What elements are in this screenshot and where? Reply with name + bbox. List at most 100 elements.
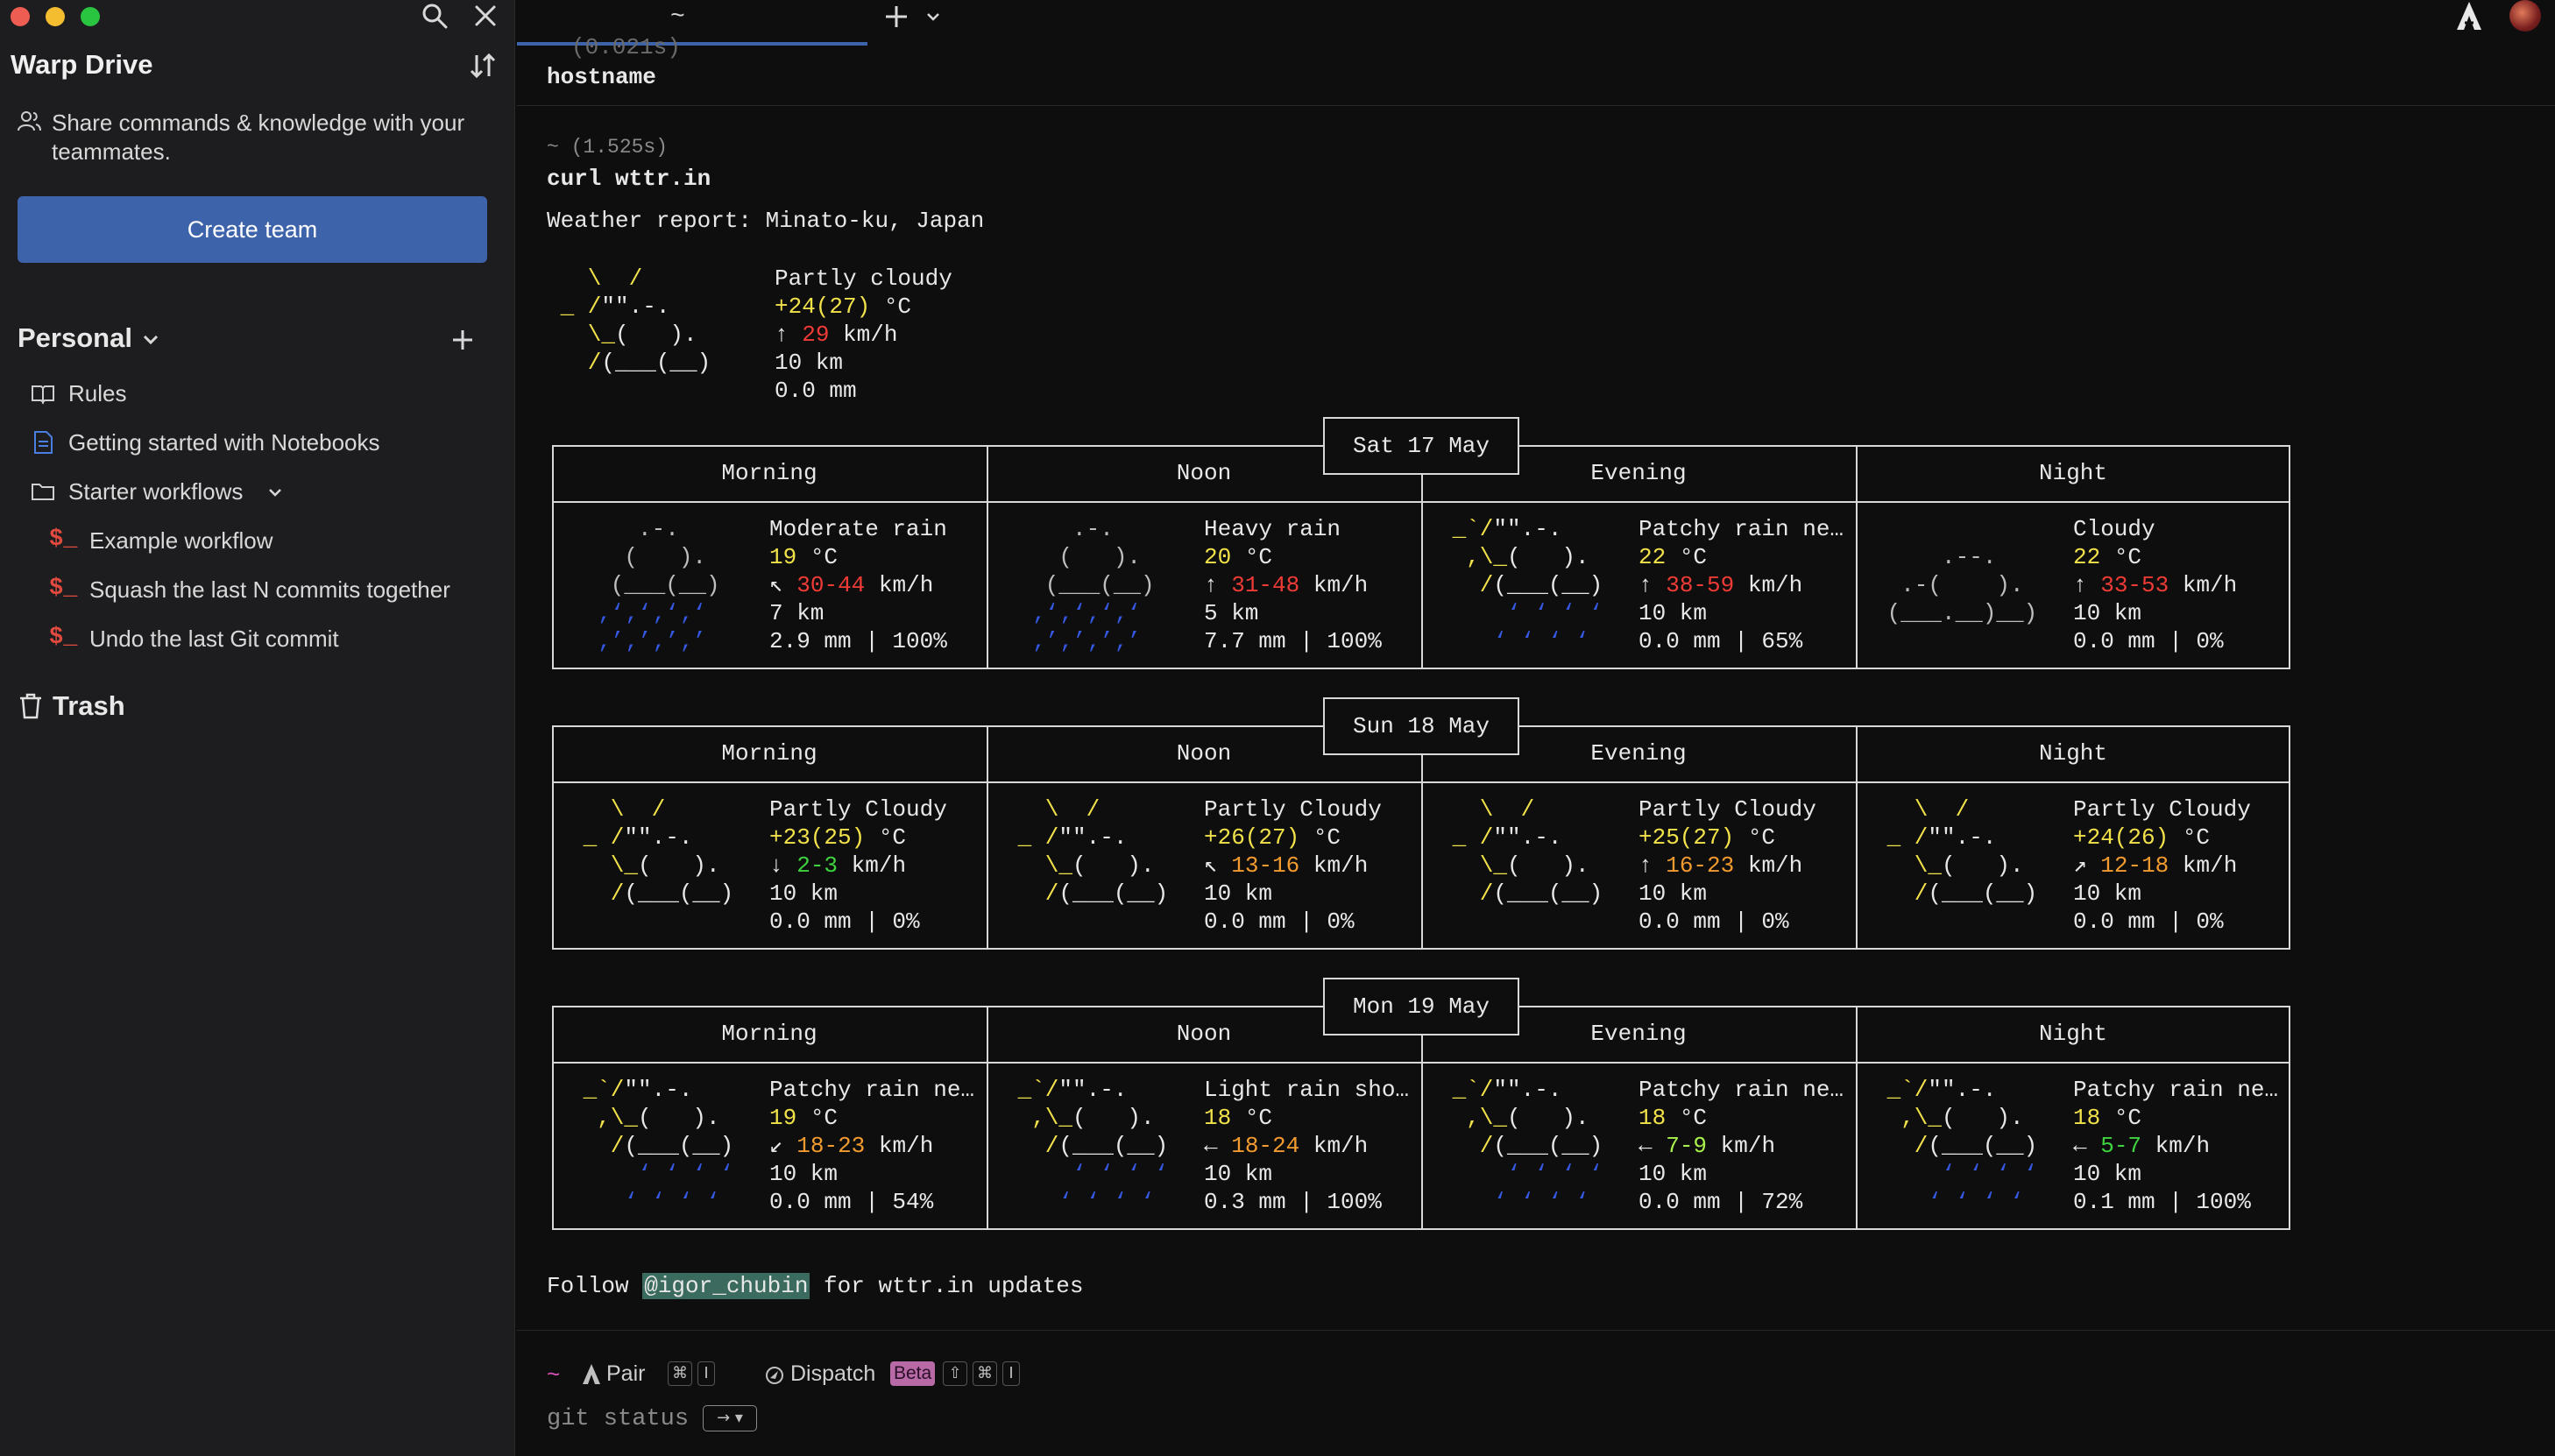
previous-command[interactable]: hostname <box>547 64 656 90</box>
shortcut-key: ⌘ <box>668 1361 692 1386</box>
command-duration: ~ (1.525s) <box>547 136 669 159</box>
new-tab-icon[interactable] <box>883 4 909 30</box>
period-label: Evening <box>1590 740 1687 767</box>
rain-ascii-icon: .-. ( ). (___(__) ‚‘‚‘‚‘‚‘ ‚’‚’‚’‚’ <box>570 516 720 654</box>
book-icon <box>32 385 54 405</box>
chevron-down-icon[interactable] <box>266 484 284 501</box>
period-label: Evening <box>1590 460 1687 486</box>
window-minimize-button[interactable] <box>46 7 65 26</box>
date-label: Sun 18 May <box>1323 697 1519 755</box>
current-weather: Partly cloudy +24(27) °C ↑ 29 km/h 10 km… <box>775 265 952 404</box>
prompt-directory: ~ <box>547 1361 561 1387</box>
avatar[interactable] <box>2509 0 2541 32</box>
heavy-rain-ascii-icon: .-. ( ). (___(__) ‚‘‚‘‚‘‚‘ ‚’‚’‚’‚’ <box>1004 516 1155 654</box>
forecast-cell: Partly Cloudy +25(27) °C ↑ 16-23 km/h 10… <box>1638 796 1816 935</box>
terminal-output: (0.021s) hostname ~ (1.525s) curl wttr.i… <box>517 34 2555 1456</box>
previous-command-duration: (0.021s) <box>571 34 681 60</box>
partly-cloudy-ascii-icon: \ / _ /"".-. \_( ). /(___(__) <box>1004 796 1169 907</box>
workflow-icon: $_ <box>49 527 78 553</box>
sort-icon[interactable] <box>468 51 498 81</box>
partly-cloudy-ascii-icon: \ / _ /"".-. \_( ). /(___(__) <box>1439 796 1603 907</box>
trash-icon <box>20 693 41 719</box>
trash-label: Trash <box>53 690 125 721</box>
add-icon[interactable] <box>450 328 475 352</box>
forecast-cell: Light rain sho… 18 °C ← 18-24 km/h 10 km… <box>1204 1077 1410 1215</box>
shortcut-key: ⌘ <box>973 1361 997 1386</box>
sidebar-item-label: Starter workflows <box>68 478 244 505</box>
warp-agent-icon <box>583 1364 600 1384</box>
sidebar-item-label: Squash the last N commits together <box>89 576 450 603</box>
light-rain-ascii-icon: _`/"".-. ,\_( ). /(___(__) ‘ ‘ ‘ ‘ ‘ ‘ ‘… <box>1004 1077 1169 1215</box>
active-tab-indicator <box>517 42 867 46</box>
follow-handle-link[interactable]: @igor_chubin <box>642 1273 810 1299</box>
sidebar-item-label: Getting started with Notebooks <box>68 429 380 456</box>
forecast-cell: Moderate rain 19 °C ↖ 30-44 km/h 7 km 2.… <box>769 516 947 654</box>
period-label: Night <box>2038 1021 2107 1047</box>
forecast-cell: Patchy rain ne… 22 °C ↑ 38-59 km/h 10 km… <box>1638 516 1844 654</box>
cloudy-ascii-icon: .--. .-( ). (___.__)__) <box>1886 544 2038 626</box>
forecast-cell: Patchy rain ne… 18 °C ← 7-9 km/h 10 km 0… <box>1638 1077 1844 1215</box>
accept-suggestion-key[interactable]: → ▾ <box>703 1405 757 1431</box>
window-maximize-button[interactable] <box>81 7 100 26</box>
workflow-icon: $_ <box>49 625 78 651</box>
folder-icon <box>32 484 54 500</box>
forecast-day: Morning Noon Evening Night Sun 18 May \ … <box>552 697 2290 950</box>
window-close-button[interactable] <box>11 7 30 26</box>
follow-line: Follow @igor_chubin for wttr.in updates <box>547 1273 1084 1299</box>
forecast-cell: Cloudy 22 °C ↑ 33-53 km/h 10 km 0.0 mm |… <box>2073 516 2238 654</box>
sidebar-item-label: Rules <box>68 380 127 406</box>
search-icon[interactable] <box>421 2 449 30</box>
period-label: Noon <box>1176 740 1232 767</box>
forecast-cell: Patchy rain ne… 18 °C ← 5-7 km/h 10 km 0… <box>2073 1077 2279 1215</box>
forecast-day: Morning Noon Evening Night Mon 19 May _`… <box>552 978 2290 1230</box>
notebook-icon <box>34 431 53 454</box>
close-icon[interactable] <box>473 4 498 28</box>
tab-home[interactable]: ~ <box>517 0 867 46</box>
chevron-down-icon[interactable] <box>140 329 161 350</box>
period-label: Noon <box>1176 460 1232 486</box>
forecast-cell: Partly Cloudy +24(26) °C ↗ 12-18 km/h 10… <box>2073 796 2251 935</box>
partly-cloudy-ascii-icon: \ / _ /"".-. \_( ). /(___(__) <box>1873 796 2038 907</box>
command[interactable]: curl wttr.in <box>547 166 711 192</box>
chevron-down-icon[interactable] <box>925 9 941 25</box>
shortcut-key: I <box>697 1361 715 1386</box>
pair-label: Pair <box>606 1361 646 1386</box>
warp-drive-sidebar: Warp Drive Share commands & knowledge wi… <box>0 0 515 1456</box>
date-label: Mon 19 May <box>1323 978 1519 1035</box>
block-separator <box>517 105 2555 106</box>
period-label: Morning <box>721 740 817 767</box>
sidebar-item-label: Undo the last Git commit <box>89 626 339 652</box>
patchy-rain-ascii-icon: _`/"".-. ,\_( ). /(___(__) ‘ ‘ ‘ ‘ ‘ ‘ ‘… <box>1439 516 1603 654</box>
tab-bar: ~ <box>517 0 2555 46</box>
shortcut-key: I <box>1002 1361 1020 1386</box>
forecast-cell: Patchy rain ne… 19 °C ↙ 18-23 km/h 10 km… <box>769 1077 975 1215</box>
period-label: Night <box>2038 460 2107 486</box>
forecast-cell: Heavy rain 20 °C ↑ 31-48 km/h 5 km 7.7 m… <box>1204 516 1382 654</box>
weather-report-title: Weather report: Minato-ku, Japan <box>547 208 985 234</box>
period-label: Noon <box>1176 1021 1232 1047</box>
tab-label: ~ <box>670 4 685 31</box>
patchy-rain-ascii-icon: _`/"".-. ,\_( ). /(___(__) ‘ ‘ ‘ ‘ ‘ ‘ ‘… <box>1873 1077 2038 1215</box>
create-team-button[interactable]: Create team <box>18 196 487 263</box>
command-suggestion[interactable]: git status <box>547 1406 690 1432</box>
patchy-rain-ascii-icon: _`/"".-. ,\_( ). /(___(__) ‘ ‘ ‘ ‘ ‘ ‘ ‘… <box>1439 1077 1603 1215</box>
partly-cloudy-ascii-icon: \ / _ /"".-. \_( ). /(___(__) <box>570 796 734 907</box>
personal-section-header[interactable]: Personal <box>18 322 132 353</box>
shortcut-key: ⇧ <box>943 1361 967 1386</box>
warp-agent-icon[interactable] <box>2455 0 2483 33</box>
period-label: Night <box>2038 740 2107 767</box>
period-label: Evening <box>1590 1021 1687 1047</box>
sidebar-item-label: Example workflow <box>89 527 273 554</box>
people-icon <box>18 111 41 131</box>
patchy-rain-ascii-icon: _`/"".-. ,\_( ). /(___(__) ‘ ‘ ‘ ‘ ‘ ‘ ‘… <box>570 1077 734 1215</box>
workflow-icon: $_ <box>49 576 78 602</box>
date-label: Sat 17 May <box>1323 417 1519 475</box>
partly-cloudy-ascii-icon: \ / _ /"".-. \_( ). /(___(__) <box>547 265 725 376</box>
dispatch-icon <box>766 1367 783 1384</box>
forecast-cell: Partly Cloudy +23(25) °C ↓ 2-3 km/h 10 k… <box>769 796 947 935</box>
dispatch-label: Dispatch <box>790 1361 876 1386</box>
sidebar-title: Warp Drive <box>11 49 153 80</box>
input-separator <box>517 1330 2555 1331</box>
forecast-day: Morning Noon Evening Night Sat 17 May .-… <box>552 417 2290 669</box>
period-label: Morning <box>721 1021 817 1047</box>
